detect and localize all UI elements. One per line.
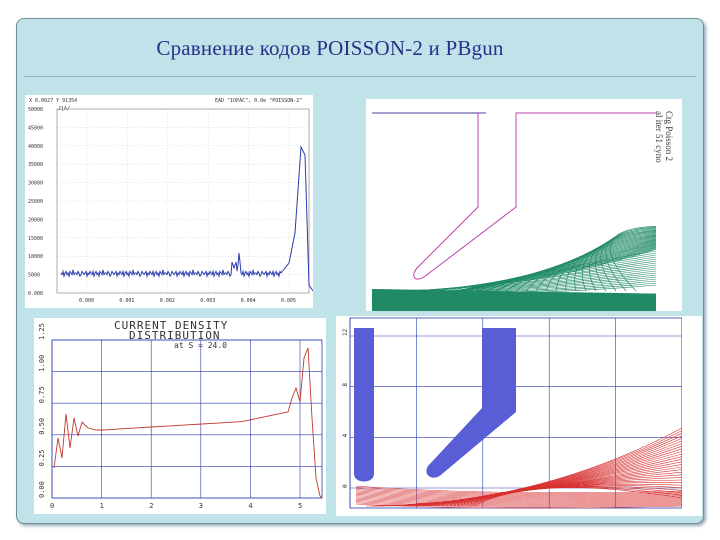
tl-grid — [56, 108, 310, 294]
tl-y-tick-label: 20000 — [28, 217, 43, 223]
tl-x-ticks: 0.000 0.001 0.002 0.003 0.004 0.005 — [79, 298, 296, 304]
tr-beam-line — [445, 250, 657, 296]
tr-beam-line — [609, 226, 657, 292]
br-beam-line — [355, 492, 683, 500]
bl-x-ticks: 0 1 2 3 4 5 — [50, 502, 302, 510]
bl-y-tick-label: 1.25 — [38, 323, 46, 340]
bl-x-tick-label: 3 — [199, 502, 203, 510]
tl-header-left: X 0.0027 Y 91354 — [29, 98, 77, 104]
br-beam-trajectories — [355, 427, 683, 509]
bl-y-tick-label: 0.50 — [38, 418, 46, 435]
tl-y-tick-label: 25000 — [28, 199, 43, 205]
poisson-current-plot: X 0.0027 Y 91354 EAD "IOPAC", 0.0e "POIS… — [25, 95, 313, 308]
br-y-tick-label: 8 — [342, 383, 349, 387]
br-beam-line — [355, 496, 683, 503]
br-beam-line — [355, 500, 683, 506]
br-beam-line — [365, 427, 683, 507]
tr-beam-trajectories — [377, 226, 657, 296]
br-y-tick-label: 12 — [342, 328, 349, 336]
br-y-tick-label: 4 — [342, 433, 349, 437]
br-beam-line — [355, 495, 683, 502]
pbgun-geometry-plot: 0 4 8 12 — [336, 316, 702, 516]
tr-beam-line — [600, 227, 657, 292]
br-beam-line — [355, 488, 683, 495]
tl-x-tick-label: 0.001 — [119, 298, 134, 304]
br-beam-line — [355, 498, 683, 505]
bl-x-tick-label: 2 — [149, 502, 153, 510]
bl-x-tick-label: 0 — [50, 502, 54, 510]
slide-title: Сравнение кодов POISSON-2 и PBgun — [156, 36, 504, 60]
pbgun-current-density-plot: CURRENT DENSITY DISTRIBUTION at S = 24.0… — [34, 318, 326, 514]
tr-beam-line — [605, 227, 657, 292]
tr-beam-line — [574, 231, 657, 292]
title-divider — [24, 76, 696, 77]
br-y-ticks: 0 4 8 12 — [342, 328, 349, 488]
tl-y-tick-label: 40000 — [28, 144, 43, 150]
tl-y-tick-label: 35000 — [28, 162, 43, 168]
br-beam-line — [473, 487, 683, 507]
tr-beam-line — [441, 252, 657, 296]
tl-x-tick-label: 0.002 — [160, 298, 175, 304]
bl-title-line-2: DISTRIBUTION — [129, 329, 220, 342]
br-y-tick-label: 0 — [342, 484, 349, 488]
br-beam-line — [355, 485, 683, 493]
bl-current-curve — [53, 347, 323, 499]
br-beam-line — [355, 497, 683, 504]
bl-plot-border — [51, 339, 323, 499]
bl-y-tick-label: 1.00 — [38, 355, 46, 372]
tr-beam-line — [582, 230, 657, 292]
tr-beam-line — [445, 243, 657, 292]
br-beam-line — [355, 502, 683, 508]
tr-beam-line — [565, 232, 657, 292]
tr-side-strip — [656, 99, 682, 311]
bl-x-tick-label: 5 — [298, 502, 302, 510]
bl-grid — [51, 339, 323, 499]
tr-cathode-region — [372, 289, 682, 311]
br-beam-line — [355, 503, 683, 509]
tr-electrode-outline — [413, 112, 656, 280]
tr-side-text-1: Ctg Poisson 2 — [664, 111, 674, 161]
br-beam-line — [355, 494, 683, 501]
bl-y-tick-label: 0.25 — [38, 450, 46, 467]
tl-y-tick-label: 50000 — [28, 107, 43, 113]
br-beam-line — [355, 490, 683, 498]
bl-title-line-1: CURRENT DENSITY — [114, 319, 228, 332]
tl-x-tick-label: 0.005 — [281, 298, 296, 304]
bl-x-tick-label: 1 — [100, 502, 104, 510]
tl-y-ticks: 50000 45000 40000 35000 30000 25000 20000 15000… — [28, 107, 43, 297]
bl-x-tick-label: 4 — [248, 502, 252, 510]
tr-side-text-2: al iter 51 cyno — [654, 111, 664, 163]
poisson-plot-svg: X 0.0027 Y 91354 EAD "IOPAC", 0.0e "POIS… — [28, 98, 313, 304]
tr-beam-line — [437, 254, 657, 296]
poisson-geometry-svg: Ctg Poisson 2 al iter 51 cyno — [372, 99, 682, 311]
tl-y-tick-label: 45000 — [28, 125, 43, 131]
tl-header-right: EAD "IOPAC", 0.0e "POISSON-2" — [215, 98, 302, 104]
bl-y-tick-label: 0.75 — [38, 386, 46, 403]
pbgun-plot-svg: CURRENT DENSITY DISTRIBUTION at S = 24.0… — [38, 319, 323, 510]
br-anode-electrode — [426, 328, 516, 478]
br-beam-line — [355, 489, 683, 496]
br-beam-line — [355, 491, 683, 499]
br-beam-line — [355, 501, 683, 507]
tl-y-tick-label: 5000 — [28, 273, 40, 279]
pbgun-geometry-svg: 0 4 8 12 — [342, 316, 702, 516]
bl-y-ticks: 0.00 0.25 0.50 0.75 1.00 1.25 — [38, 323, 46, 498]
poisson-geometry-plot: Ctg Poisson 2 al iter 51 cyno — [366, 99, 682, 311]
tl-x-tick-label: 0.000 — [79, 298, 94, 304]
br-focus-electrode — [354, 328, 374, 482]
bl-y-tick-label: 0.00 — [38, 481, 46, 498]
tl-x-tick-label: 0.004 — [241, 298, 256, 304]
tl-y-tick-label: 10000 — [28, 254, 43, 260]
br-side-strip — [682, 316, 702, 516]
tl-current-curve — [60, 145, 313, 292]
tl-y-tick-label: 0.000 — [28, 291, 43, 297]
tl-x-tick-label: 0.003 — [200, 298, 215, 304]
tl-y-tick-label: 15000 — [28, 236, 43, 242]
br-beam-line — [355, 486, 683, 494]
tl-y-tick-label: 30000 — [28, 181, 43, 187]
